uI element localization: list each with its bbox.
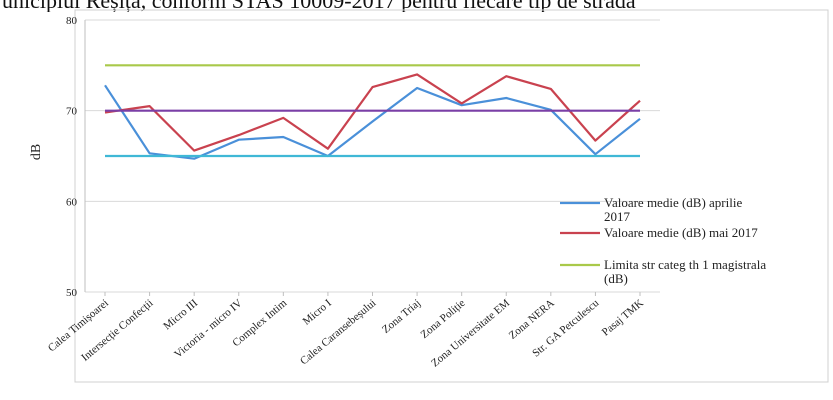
y-tick-label: 70: [66, 106, 78, 118]
series-line-0: [104, 84, 641, 160]
x-category-label: Micro I: [301, 297, 334, 328]
legend-label-1: Valoare medie (dB) mai 2017: [604, 225, 758, 240]
x-category-label: Zona Universitate EM: [429, 297, 512, 370]
legend-label-2: (dB): [604, 271, 628, 286]
y-tick-label: 60: [66, 196, 78, 208]
page-caption: unicipiul Reșița, conform STAS 10009-201…: [0, 0, 833, 12]
plot-frame: [74, 9, 829, 383]
legend-label-0: Valoare medie (dB) aprilie: [604, 195, 742, 210]
y-tick-label: 80: [66, 15, 78, 27]
legend-label-0: 2017: [604, 209, 631, 224]
y-tick-label: 50: [66, 287, 78, 299]
series-line-1: [104, 73, 641, 152]
series-lines: [104, 64, 641, 160]
x-category-label: Pasaj TMK: [600, 297, 646, 339]
chart-border: [74, 9, 829, 383]
caption-text: unicipiul Reșița, conform STAS 10009-201…: [2, 0, 636, 12]
x-category-label: Calea Caransebeșului: [298, 297, 378, 367]
y-axis-ticks: 50 60 70 80: [66, 15, 78, 299]
x-category-label: Micro III: [161, 297, 200, 333]
x-category-label: Zona Triaj: [380, 297, 423, 336]
y-axis-label: dB: [29, 144, 44, 160]
legend-label-2: Limita str categ th 1 magistrala: [604, 257, 766, 272]
